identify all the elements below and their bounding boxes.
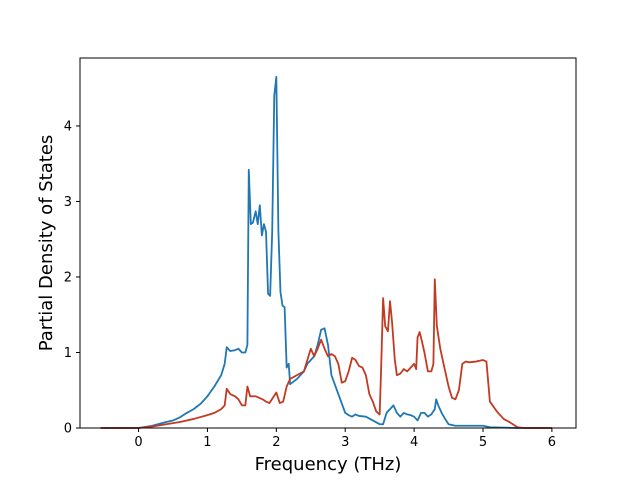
x-tick-label: 2 [272,435,280,450]
series-layer [100,75,552,429]
x-tick-label: 1 [203,435,211,450]
x-tick-label: 3 [341,435,349,450]
y-tick-label: 3 [64,195,72,210]
y-tick-label: 2 [64,270,72,285]
y-tick-label: 0 [64,422,72,437]
y-axis-label: Partial Density of States [36,135,57,352]
plot-frame [79,57,577,429]
x-ticks: 0 1 2 3 4 5 6 [134,428,556,450]
series-line-2 [100,278,552,429]
y-tick-label: 1 [64,346,72,361]
series-line-1 [100,75,552,429]
x-tick-label: 5 [479,435,487,450]
y-ticks: 0 1 2 3 4 [64,119,80,437]
y-tick-label: 4 [64,119,72,134]
x-tick-label: 0 [134,435,142,450]
x-axis-label: Frequency (THz) [255,454,402,475]
x-tick-label: 4 [410,435,418,450]
x-tick-label: 6 [548,435,556,450]
